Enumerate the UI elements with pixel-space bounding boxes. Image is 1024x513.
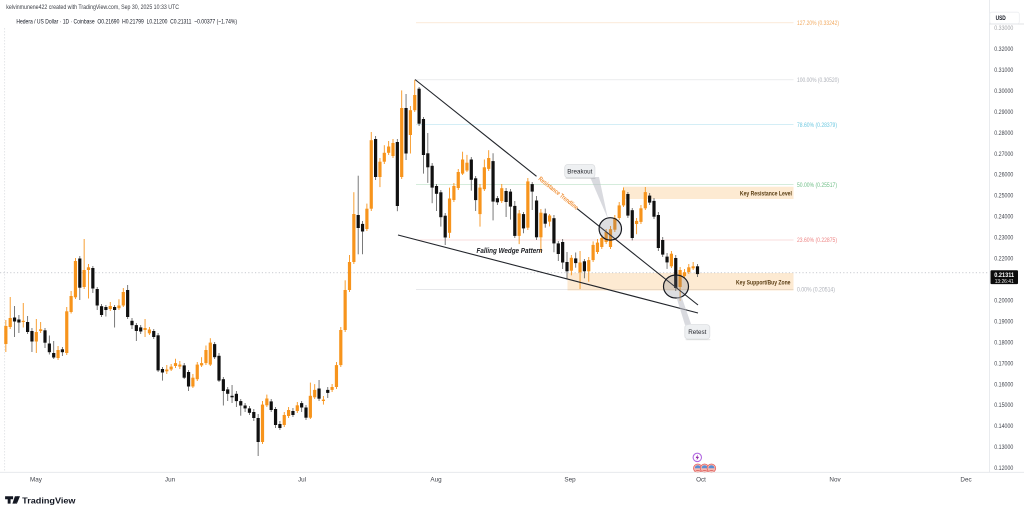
- svg-text:0.26000: 0.26000: [994, 172, 1013, 179]
- svg-text:kelvinmunene422 created with T: kelvinmunene422 created with TradingView…: [6, 4, 179, 11]
- svg-text:Breakout: Breakout: [567, 169, 592, 176]
- svg-text:13:26:41: 13:26:41: [995, 279, 1014, 285]
- svg-text:127.20% (0.33242): 127.20% (0.33242): [797, 21, 839, 27]
- svg-text:0.20000: 0.20000: [994, 298, 1013, 305]
- svg-text:Key Support/Buy Zone: Key Support/Buy Zone: [736, 279, 791, 286]
- svg-text:0.14000: 0.14000: [994, 423, 1013, 430]
- svg-text:0.28000: 0.28000: [994, 130, 1013, 137]
- svg-text:Jun: Jun: [165, 477, 176, 484]
- svg-text:Sep: Sep: [564, 477, 576, 484]
- svg-text:Oct: Oct: [696, 477, 706, 484]
- svg-text:0.32000: 0.32000: [994, 46, 1013, 53]
- svg-text:0.19000: 0.19000: [994, 318, 1013, 325]
- svg-text:0.29000: 0.29000: [994, 109, 1013, 116]
- svg-text:0.15000: 0.15000: [994, 402, 1013, 409]
- svg-text:Hedera / US Dollar · 1D · Coin: Hedera / US Dollar · 1D · Coinbase O0.21…: [16, 19, 237, 26]
- svg-text:0.00% (0.20514): 0.00% (0.20514): [797, 288, 835, 294]
- svg-text:23.60% (0.22875): 23.60% (0.22875): [797, 238, 837, 244]
- svg-text:100.00% (0.30520): 100.00% (0.30520): [797, 78, 839, 84]
- svg-text:0.33000: 0.33000: [994, 25, 1013, 32]
- svg-text:0.23000: 0.23000: [994, 235, 1013, 242]
- svg-text:Nov: Nov: [829, 477, 841, 484]
- svg-text:0.30000: 0.30000: [994, 88, 1013, 95]
- svg-text:Jul: Jul: [298, 477, 306, 484]
- svg-text:0.16000: 0.16000: [994, 381, 1013, 388]
- svg-text:0.22000: 0.22000: [994, 256, 1013, 263]
- svg-text:Falling Wedge Pattern: Falling Wedge Pattern: [477, 246, 544, 255]
- svg-text:Key Resistance Level: Key Resistance Level: [740, 190, 792, 197]
- svg-text:0.12000: 0.12000: [994, 465, 1013, 472]
- svg-text:0.25000: 0.25000: [994, 193, 1013, 200]
- svg-text:0.13000: 0.13000: [994, 444, 1013, 451]
- svg-text:USD: USD: [996, 15, 1007, 22]
- svg-text:50.00% (0.25517): 50.00% (0.25517): [797, 183, 837, 189]
- svg-text:Aug: Aug: [430, 477, 442, 484]
- svg-text:0.24000: 0.24000: [994, 214, 1013, 221]
- svg-text:0.18000: 0.18000: [994, 339, 1013, 346]
- svg-text:TradingView: TradingView: [22, 496, 76, 506]
- svg-text:Retest: Retest: [688, 329, 706, 336]
- svg-text:0.17000: 0.17000: [994, 360, 1013, 367]
- svg-text:Dec: Dec: [960, 477, 971, 484]
- svg-text:78.60% (0.28379): 78.60% (0.28379): [797, 123, 837, 129]
- svg-text:May: May: [30, 477, 43, 484]
- svg-text:0.31000: 0.31000: [994, 67, 1013, 74]
- svg-text:0.21311: 0.21311: [994, 272, 1015, 279]
- svg-text:0.27000: 0.27000: [994, 151, 1013, 158]
